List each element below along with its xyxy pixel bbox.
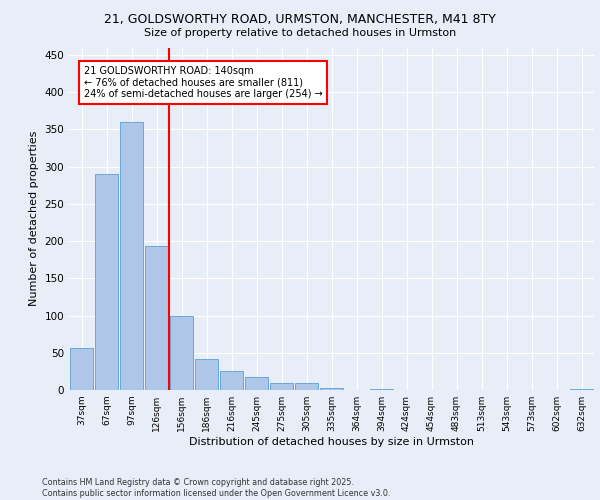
Text: 21, GOLDSWORTHY ROAD, URMSTON, MANCHESTER, M41 8TY: 21, GOLDSWORTHY ROAD, URMSTON, MANCHESTE… (104, 12, 496, 26)
Bar (70, 348, 93, 390)
Bar (320, 388, 343, 390)
Bar (120, 122, 143, 390)
Bar (295, 382, 318, 390)
Text: Size of property relative to detached houses in Urmston: Size of property relative to detached ho… (144, 28, 456, 38)
Bar (95, 174, 118, 390)
Bar (270, 382, 293, 390)
Bar (195, 358, 218, 390)
Bar (220, 372, 243, 390)
Text: Contains HM Land Registry data © Crown copyright and database right 2025.
Contai: Contains HM Land Registry data © Crown c… (42, 478, 391, 498)
Bar (570, 388, 593, 390)
X-axis label: Distribution of detached houses by size in Urmston: Distribution of detached houses by size … (189, 437, 474, 447)
Bar (145, 246, 168, 390)
Y-axis label: Number of detached properties: Number of detached properties (29, 131, 39, 306)
Bar (170, 316, 193, 390)
Text: 21 GOLDSWORTHY ROAD: 140sqm
← 76% of detached houses are smaller (811)
24% of se: 21 GOLDSWORTHY ROAD: 140sqm ← 76% of det… (83, 66, 322, 100)
Bar (245, 376, 268, 390)
